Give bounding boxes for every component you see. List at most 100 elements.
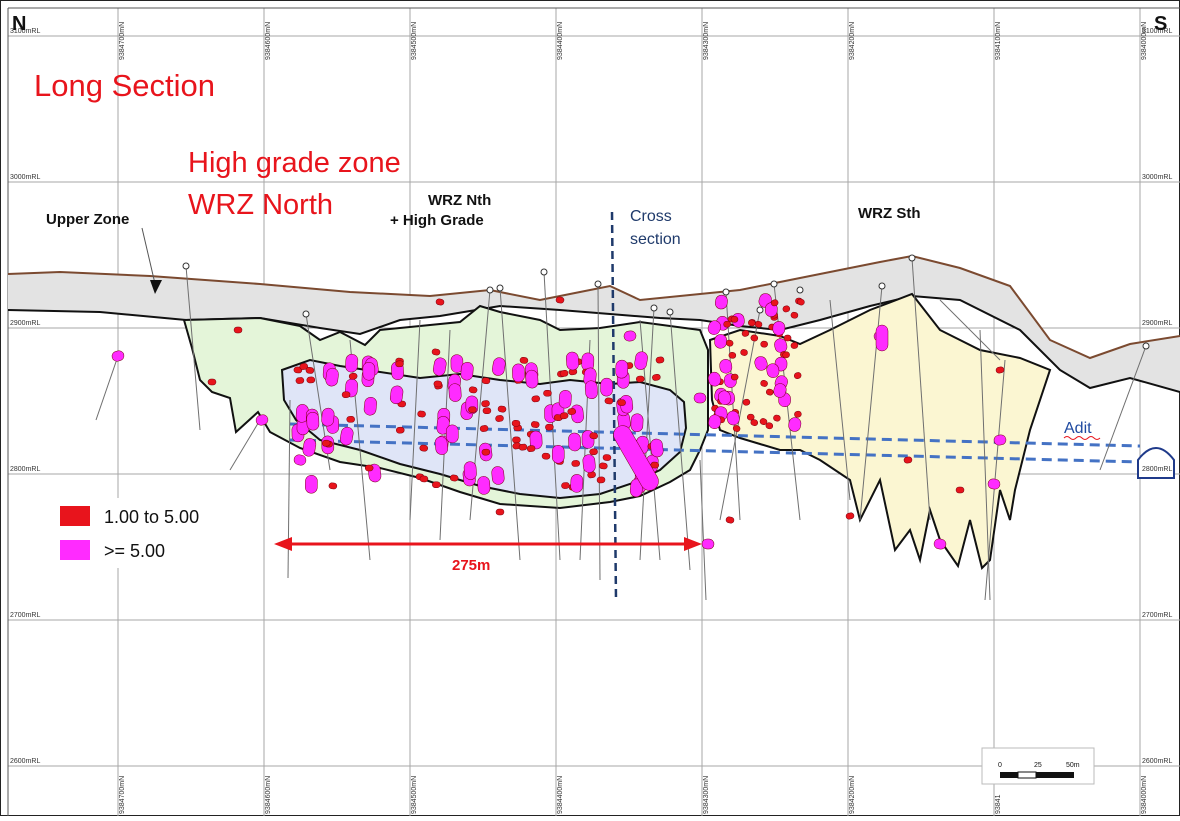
high-grade-intercept	[570, 474, 584, 493]
mid-grade-intercept	[760, 380, 768, 387]
drill-hole-collar	[878, 282, 886, 290]
high-grade-intercept	[362, 361, 376, 381]
drill-hole-trace	[95, 355, 119, 421]
mid-grade-intercept	[299, 363, 309, 370]
mid-grade-intercept	[794, 410, 802, 418]
mid-grade-intercept	[741, 329, 750, 337]
rl-label-left: 3100mRL	[10, 28, 40, 35]
high-grade-intercept	[773, 383, 787, 398]
drill-hole-collar	[722, 288, 730, 296]
drill-hole-collar	[1142, 342, 1150, 350]
legend-swatch-low-grade	[60, 506, 90, 526]
wrz-south-label: WRZ Sth	[858, 205, 920, 222]
high-grade-intercept	[339, 426, 354, 446]
mid-grade-intercept	[561, 482, 570, 489]
mid-grade-intercept	[599, 462, 608, 470]
drill-hole-collar	[756, 306, 764, 314]
rl-label-right: 2700mRL	[1142, 612, 1172, 619]
wrz-north-label-line2: + High Grade	[390, 212, 484, 229]
mid-grade-intercept	[782, 351, 790, 359]
mid-grade-intercept	[305, 366, 315, 374]
mid-grade-intercept	[559, 412, 569, 420]
mid-grade-intercept	[518, 443, 528, 451]
mid-grade-intercept	[435, 298, 445, 306]
dimension-label: 275m	[452, 557, 490, 574]
drill-hole-collar	[908, 254, 916, 262]
rl-label-left: 3000mRL	[10, 174, 40, 181]
mid-grade-intercept	[559, 370, 569, 377]
high-grade-intercept	[933, 538, 947, 550]
drill-hole-collar	[650, 304, 658, 312]
northing-label-top: 9384600mN	[265, 22, 272, 60]
mid-grade-intercept	[433, 380, 443, 388]
mid-grade-intercept	[754, 320, 763, 328]
assay-intercepts	[111, 293, 1007, 550]
cross-section-label-line1: Cross	[630, 208, 672, 225]
high-grade-intercept	[293, 454, 307, 466]
mid-grade-intercept	[555, 296, 565, 304]
drill-hole-collar	[540, 268, 548, 276]
drill-hole-trace	[229, 419, 261, 471]
drill-hole-trace	[911, 257, 931, 521]
mid-grade-intercept	[730, 316, 739, 323]
wrz-north-label-line1: WRZ Nth	[428, 192, 491, 209]
drill-hole-trace	[719, 309, 761, 521]
mid-grade-intercept	[512, 436, 521, 444]
high-grade-intercept	[701, 538, 715, 550]
drill-hole-trace	[639, 307, 655, 561]
legend-label-high-grade: >= 5.00	[104, 541, 165, 561]
drill-hole-trace	[939, 299, 1001, 361]
mid-grade-intercept	[732, 425, 741, 432]
high-grade-intercept	[875, 324, 889, 352]
mid-grade-intercept	[295, 377, 305, 384]
mid-grade-intercept	[766, 388, 774, 396]
mid-grade-intercept	[790, 311, 799, 319]
northing-label-bottom: 9384200mN	[849, 776, 856, 814]
northing-label-top: 9384300mN	[703, 22, 710, 60]
high-grade-intercept	[629, 478, 644, 498]
drill-hole-collar	[666, 308, 674, 316]
high-grade-intercept	[717, 390, 732, 405]
northing-label-top: 9384400mN	[557, 22, 564, 60]
high-grade-intercept	[305, 474, 318, 494]
mid-grade-intercept	[650, 461, 660, 469]
drill-hole-trace	[499, 287, 521, 561]
page-title: Long Section	[34, 68, 215, 103]
rl-label-right: 2800mRL	[1142, 466, 1172, 473]
mid-grade-intercept	[419, 444, 428, 452]
high-grade-intercept	[363, 397, 377, 416]
mid-grade-intercept	[346, 416, 355, 423]
rl-label-left: 2800mRL	[10, 466, 40, 473]
upper-zone-pointer	[141, 227, 162, 294]
mid-grade-intercept	[306, 376, 316, 384]
mid-grade-intercept	[750, 334, 759, 342]
mid-grade-intercept	[341, 391, 351, 398]
south-corner-label: S	[1154, 13, 1167, 35]
northing-label-bottom: 9384600mN	[265, 776, 272, 814]
high-grade-intercept	[325, 367, 339, 387]
mid-grade-intercept	[903, 456, 913, 464]
mid-grade-intercept	[395, 426, 405, 434]
dimension-arrow	[274, 537, 702, 551]
mid-grade-intercept	[481, 377, 491, 385]
drill-hole-collar	[594, 280, 602, 288]
mid-grade-intercept	[617, 399, 626, 406]
mid-grade-intercept	[742, 398, 751, 406]
drill-hole-trace	[725, 291, 741, 521]
mid-grade-intercept	[728, 352, 737, 359]
drill-hole-collar	[770, 280, 778, 288]
mid-grade-intercept	[571, 460, 580, 467]
mid-grade-intercept	[531, 395, 541, 403]
mid-grade-intercept	[604, 397, 614, 405]
high-grade-intercept	[525, 369, 539, 389]
mid-grade-intercept	[589, 448, 598, 456]
high-grade-intercept	[345, 353, 359, 373]
drill-hole-trace	[185, 265, 201, 431]
mid-grade-intercept	[793, 372, 802, 380]
mid-grade-intercept	[782, 305, 791, 313]
high-grade-intercept	[726, 410, 740, 426]
drill-hole-collar	[302, 310, 310, 318]
scale-tick-25: 25	[1034, 762, 1042, 769]
